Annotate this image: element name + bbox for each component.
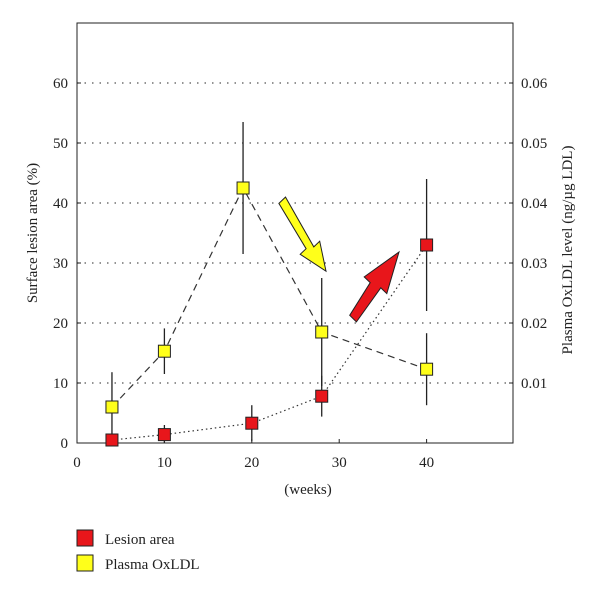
legend-swatch-lesion-area xyxy=(76,529,94,547)
marker-lesion-area xyxy=(245,416,259,430)
marker-plasma-oxldl xyxy=(236,181,250,195)
series-lines xyxy=(111,186,428,441)
marker-plasma-oxldl xyxy=(420,362,434,376)
plot-frame xyxy=(76,22,514,444)
marker-plasma-oxldl xyxy=(157,344,171,358)
y-axis-title-right: Plasma OxLDL level (ng/µg LDL) xyxy=(560,146,576,355)
red-arrow xyxy=(349,250,400,323)
x-tick-label: 40 xyxy=(419,455,434,471)
x-tick-label: 20 xyxy=(244,455,259,471)
y-tick-label-right: 0.02 xyxy=(521,316,547,332)
y-tick-label-right: 0.05 xyxy=(521,136,547,152)
legend-label-plasma-oxldl: Plasma OxLDL xyxy=(105,557,200,573)
y-tick-label-left: 10 xyxy=(53,376,68,392)
x-tick-label: 30 xyxy=(332,455,347,471)
marker-lesion-area xyxy=(315,389,329,403)
x-tick-label: 0 xyxy=(73,455,81,471)
yellow-arrow xyxy=(278,196,327,273)
trend-arrows xyxy=(278,196,400,323)
y-tick-label-left: 60 xyxy=(53,76,68,92)
gridlines xyxy=(77,82,513,384)
y-tick-label-right: 0.06 xyxy=(521,76,548,92)
x-axis-title: (weeks) xyxy=(284,482,331,498)
series-line-plasma-oxldl xyxy=(111,186,427,408)
y-tick-label-left: 50 xyxy=(53,136,68,152)
y-tick-label-left: 20 xyxy=(53,316,68,332)
y-tick-label-left: 0 xyxy=(61,436,69,452)
y-axis-title-left: Surface lesion area (%) xyxy=(25,163,41,303)
marker-plasma-oxldl xyxy=(105,400,119,414)
data-markers xyxy=(105,181,434,447)
legend-swatch-plasma-oxldl xyxy=(76,554,94,572)
marker-lesion-area xyxy=(157,428,171,442)
marker-plasma-oxldl xyxy=(315,325,329,339)
legend: Lesion area Plasma OxLDL xyxy=(76,529,200,573)
marker-lesion-area xyxy=(105,433,119,447)
tick-labels: 0 10 20 30 40 50 60 0.01 0.02 0.03 0.04 0.05 0.06 0 10… xyxy=(53,76,548,471)
y-tick-label-right: 0.01 xyxy=(521,376,547,392)
y-tick-label-right: 0.03 xyxy=(521,256,547,272)
x-tick-label: 10 xyxy=(157,455,172,471)
y-tick-label-left: 30 xyxy=(53,256,68,272)
y-tick-label-right: 0.04 xyxy=(521,196,548,212)
marker-lesion-area xyxy=(420,238,434,252)
y-tick-label-left: 40 xyxy=(53,196,68,212)
legend-label-lesion-area: Lesion area xyxy=(105,532,175,548)
